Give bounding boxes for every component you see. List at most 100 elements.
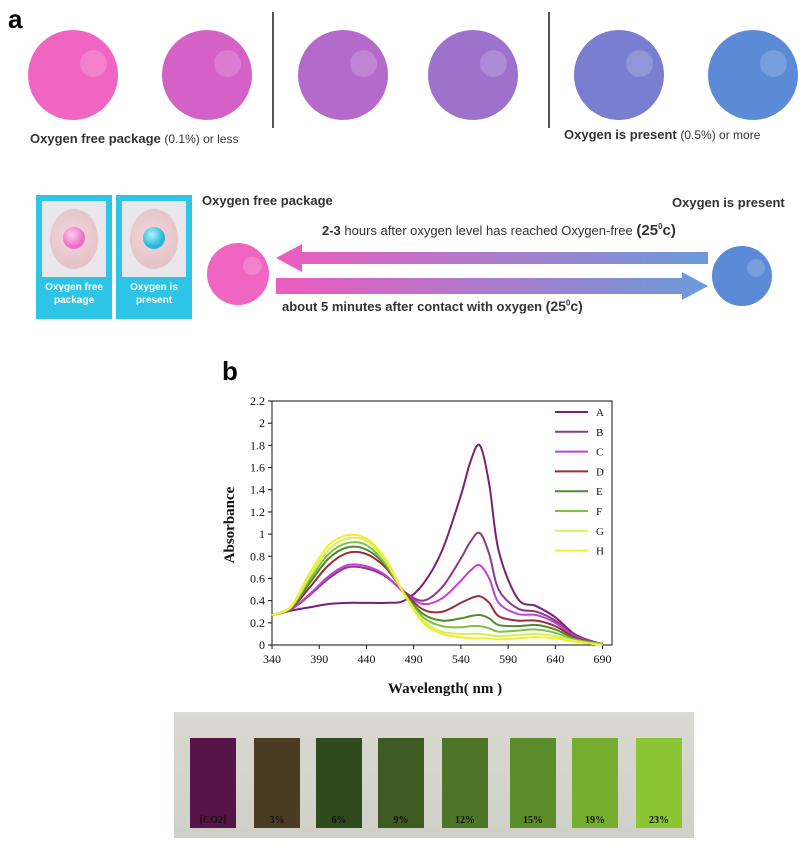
indicator-dot [63, 227, 85, 249]
y-tick-label: 0.4 [250, 594, 265, 608]
forward-temp-end: c) [570, 298, 583, 314]
series-line-E [271, 545, 603, 645]
strip-label: 9% [393, 815, 409, 826]
card-photo [122, 201, 186, 277]
indicator-strip [636, 738, 682, 828]
card-photo [42, 201, 106, 277]
transition-right-title: Oxygen is present [672, 195, 785, 210]
indicator-strip [442, 738, 488, 828]
series-line-G [271, 536, 603, 646]
x-tick-label: 390 [310, 652, 328, 666]
chart-axes [271, 400, 613, 646]
legend-label-E: E [596, 486, 603, 498]
color-scale-circle [428, 30, 518, 120]
oxygen-present-caption-range: (0.5%) or more [680, 128, 761, 142]
y-tick-label: 1.6 [250, 461, 265, 475]
y-tick-label: 1.8 [250, 438, 265, 452]
legend-label-F: F [596, 506, 602, 518]
x-tick-label: 640 [546, 652, 564, 666]
color-scale-circle [162, 30, 252, 120]
plot-frame [271, 400, 613, 646]
panel-a-label: a [8, 4, 23, 34]
legend-label-B: B [596, 427, 603, 439]
card-oxygen-free: Oxygen free package [36, 195, 112, 319]
indicator-dot [143, 227, 165, 249]
y-tick-label: 1.2 [250, 505, 265, 519]
color-scale-circle [574, 30, 664, 120]
strip-label: 23% [649, 815, 669, 826]
indicator-strip [316, 738, 362, 828]
oxygen-present-caption-main: Oxygen is present [564, 127, 677, 142]
oxygen-present-caption: Oxygen is present (0.5%) or more [564, 127, 760, 142]
card-oxygen-present: Oxygen is present [116, 195, 192, 319]
strip-label: [CO2] [199, 815, 227, 826]
series-line-C [271, 563, 603, 645]
reverse-time-note: 2-3 hours after oxygen level has reached… [322, 222, 676, 239]
series-line-H [271, 533, 603, 646]
forward-temp: (25 [545, 298, 566, 314]
strip-label: 12% [455, 815, 475, 826]
forward-time-text: about 5 minutes after contact with oxyge… [282, 299, 543, 314]
card-label: Oxygen free package [45, 282, 103, 306]
reverse-arrow [276, 244, 708, 272]
card-label: Oxygen is present [130, 282, 178, 306]
legend-label-G: G [596, 526, 604, 538]
x-tick-label: 590 [499, 652, 517, 666]
y-tick-label: 0 [259, 638, 265, 652]
y-tick-label: 0.6 [250, 571, 265, 585]
y-tick-label: 2 [259, 416, 265, 430]
chart-ticks: 0 0.2 0.4 0.6 0.8 1 1.2 1.4 1.6 1.8 2 2.2 340 390 440 4… [250, 394, 612, 666]
transition-arrows [276, 244, 708, 300]
series-line-F [271, 541, 603, 645]
oxygen-free-caption: Oxygen free package (0.1%) or less [30, 131, 238, 146]
legend-label-C: C [596, 447, 603, 459]
legend-label-D: D [596, 466, 604, 478]
strip-label: 6% [331, 815, 347, 826]
y-tick-label: 2.2 [250, 394, 265, 408]
indicator-strip [254, 738, 300, 828]
oxygen-present-circle [712, 246, 772, 306]
series-line-D [271, 550, 603, 645]
x-tick-label: 340 [263, 652, 281, 666]
indicator-strip [190, 738, 236, 828]
y-tick-label: 0.2 [250, 616, 265, 630]
x-tick-label: 690 [594, 652, 612, 666]
reverse-temp: (25 [636, 222, 659, 239]
indicator-strips-photo: [CO2] 3% 6% 9% 12% 15% 19% 23% [174, 712, 694, 838]
indicator-strip [572, 738, 618, 828]
color-scale-circle [298, 30, 388, 120]
absorbance-chart: 0 0.2 0.4 0.6 0.8 1 1.2 1.4 1.6 1.8 2 2.2 340 390 440 4… [222, 394, 613, 697]
reverse-time-value: 2-3 [322, 223, 341, 238]
x-tick-label: 440 [357, 652, 375, 666]
x-axis-label: Wavelength( nm ) [388, 681, 502, 697]
x-tick-label: 490 [405, 652, 423, 666]
divider-1 [272, 12, 274, 128]
oxygen-free-caption-range: (0.1%) or less [164, 132, 239, 146]
reverse-temp-sup: 0 [658, 222, 663, 231]
forward-temp-sup: 0 [565, 298, 571, 308]
series-line-B [271, 531, 603, 645]
chart-series [271, 443, 603, 646]
y-tick-label: 0.8 [250, 549, 265, 563]
panel-b-label: b [222, 356, 238, 386]
series-line-A [271, 443, 603, 645]
y-tick-label: 1 [259, 527, 265, 541]
legend-label-H: H [596, 546, 604, 558]
color-scale-circle [708, 30, 798, 120]
indicator-strip [378, 738, 424, 828]
y-tick-label: 1.4 [250, 483, 265, 497]
forward-arrow [276, 272, 708, 300]
color-scale-circle [28, 30, 118, 120]
y-axis-label: Absorbance [222, 486, 238, 563]
indicator-strip [510, 738, 556, 828]
x-tick-label: 540 [452, 652, 470, 666]
legend-label-A: A [596, 407, 604, 419]
divider-2 [548, 12, 550, 128]
reverse-temp-end: c) [662, 222, 676, 239]
reverse-time-text: hours after oxygen level has reached Oxy… [344, 223, 633, 238]
strip-label: 15% [523, 815, 543, 826]
strip-label: 3% [269, 815, 285, 826]
forward-time-note: about 5 minutes after contact with oxyge… [282, 298, 583, 314]
oxygen-free-caption-main: Oxygen free package [30, 131, 161, 146]
